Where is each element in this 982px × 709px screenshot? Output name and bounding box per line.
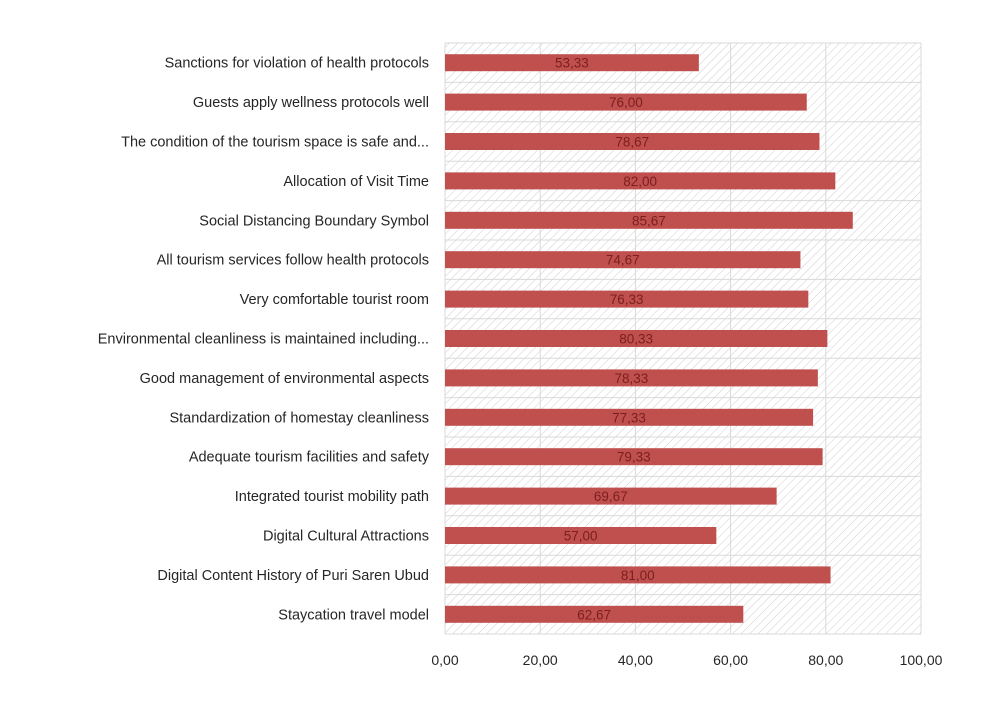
bar — [445, 487, 777, 505]
bar — [445, 54, 699, 72]
bar — [445, 566, 831, 584]
category-label: Integrated tourist mobility path — [235, 489, 429, 505]
category-label: Allocation of Visit Time — [283, 174, 429, 190]
x-tick-label: 20,00 — [523, 652, 558, 668]
bar — [445, 330, 828, 347]
bar-value-label: 53,33 — [555, 56, 589, 71]
x-tick-label: 60,00 — [713, 652, 748, 668]
category-label: Very comfortable tourist room — [240, 292, 429, 308]
bar-value-label: 85,67 — [632, 213, 666, 228]
category-label: Digital Content History of Puri Saren Ub… — [157, 568, 429, 584]
x-tick-label: 100,00 — [900, 652, 943, 668]
bar-value-label: 80,33 — [619, 332, 653, 347]
category-label: Adequate tourism facilities and safety — [189, 450, 430, 466]
category-label: Good management of environmental aspects — [140, 371, 429, 387]
category-label: Social Distancing Boundary Symbol — [199, 213, 429, 229]
bar — [445, 172, 836, 190]
bar-value-label: 78,67 — [615, 135, 649, 150]
x-tick-label: 40,00 — [618, 652, 653, 668]
bar-value-label: 76,33 — [610, 292, 644, 307]
bar — [445, 251, 801, 269]
category-label: Staycation travel model — [278, 607, 429, 623]
bar — [445, 290, 809, 308]
bar-value-label: 82,00 — [623, 174, 657, 189]
bar — [445, 211, 853, 229]
category-label: The condition of the tourism space is sa… — [121, 135, 429, 151]
bar — [445, 369, 818, 387]
bar — [445, 133, 820, 150]
bar-value-label: 69,67 — [594, 489, 628, 504]
bar-value-label: 79,33 — [617, 450, 651, 465]
bar-value-label: 77,33 — [612, 410, 646, 425]
bar-value-label: 74,67 — [606, 253, 640, 268]
bar — [445, 605, 744, 623]
bar-value-label: 62,67 — [577, 607, 611, 622]
bar — [445, 408, 814, 426]
x-tick-label: 80,00 — [808, 652, 843, 668]
bar-value-label: 76,00 — [609, 95, 643, 110]
bar — [445, 527, 717, 544]
category-label: Guests apply wellness protocols well — [193, 95, 429, 111]
category-label: Digital Cultural Attractions — [263, 529, 429, 545]
bar — [445, 93, 807, 111]
bar-value-label: 81,00 — [621, 568, 655, 583]
x-tick-label: 0,00 — [431, 652, 458, 668]
category-label: Environmental cleanliness is maintained … — [98, 332, 429, 348]
category-label: All tourism services follow health proto… — [157, 253, 429, 269]
bar-value-label: 57,00 — [564, 529, 598, 544]
bar — [445, 448, 823, 466]
category-label: Sanctions for violation of health protoc… — [165, 56, 429, 72]
category-label: Standardization of homestay cleanliness — [169, 410, 429, 426]
bar-value-label: 78,33 — [615, 371, 649, 386]
